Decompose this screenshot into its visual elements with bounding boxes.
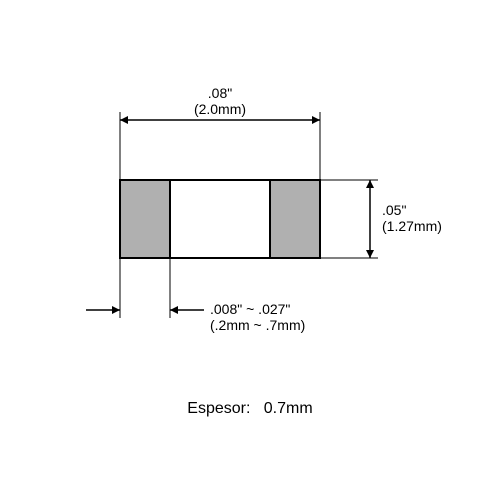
svg-text:(.2mm ~ .7mm): (.2mm ~ .7mm)	[210, 317, 305, 333]
thickness-note: Espesor: 0.7mm	[0, 400, 500, 418]
svg-text:(1.27mm): (1.27mm)	[382, 218, 442, 234]
svg-text:.008" ~ .027": .008" ~ .027"	[210, 301, 290, 317]
svg-text:(2.0mm): (2.0mm)	[194, 101, 246, 117]
diagram-canvas: .08"(2.0mm) .05"(1.27mm) .008" ~ .027"(.2m…	[0, 0, 500, 500]
thickness-label: Espesor:	[187, 400, 250, 417]
svg-text:.05": .05"	[382, 202, 406, 218]
svg-text:.08": .08"	[208, 85, 232, 101]
dimension-drawing: .08"(2.0mm) .05"(1.27mm) .008" ~ .027"(.2m…	[0, 0, 500, 500]
thickness-value: 0.7mm	[264, 400, 313, 417]
